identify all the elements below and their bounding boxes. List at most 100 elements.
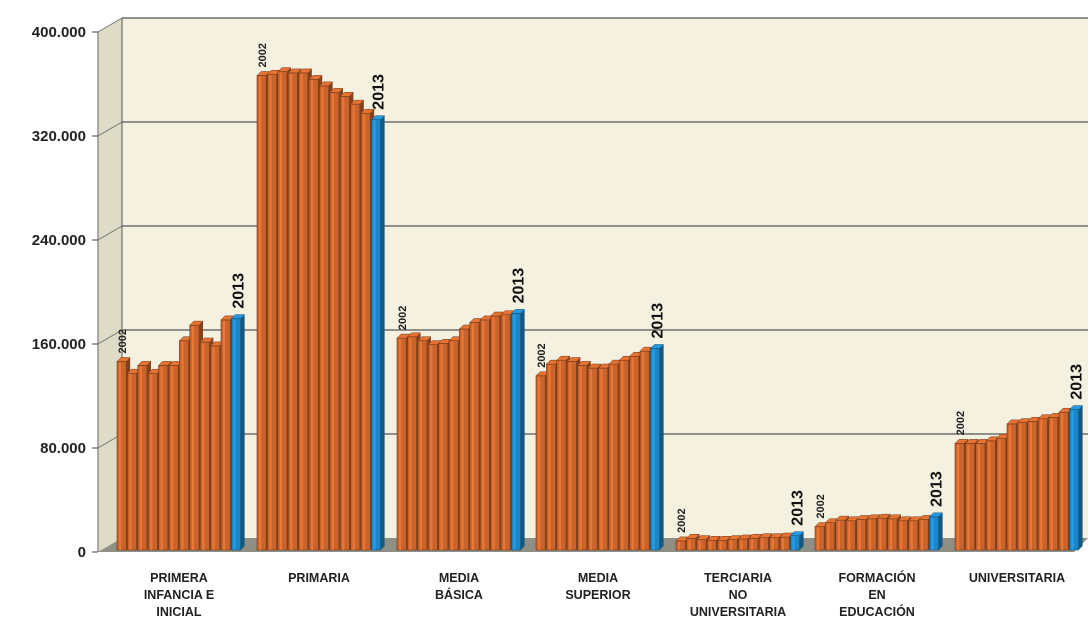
category-label: UNIVERSITARIA [969, 571, 1065, 585]
bar-top [727, 535, 742, 540]
bar [469, 322, 480, 551]
bar [1027, 420, 1038, 551]
bar-highlight [321, 86, 324, 551]
bar [137, 365, 148, 551]
bar [339, 96, 350, 551]
bar-top [566, 357, 582, 362]
bar-top [189, 320, 204, 326]
bar-highlight [761, 538, 764, 550]
bar-side [240, 314, 245, 550]
bar-top [768, 533, 784, 538]
bar [189, 324, 200, 551]
bar [199, 341, 210, 551]
bar-highlight [492, 317, 495, 550]
bar-highlight [352, 105, 355, 550]
bar [965, 443, 975, 551]
bar-highlight [848, 521, 851, 550]
bar [116, 361, 127, 551]
category-label: EN [868, 588, 885, 602]
bar [459, 328, 469, 551]
y-tick-label: 80.000 [40, 440, 86, 457]
bar-top [137, 361, 152, 366]
category-label: PRIMARIA [288, 571, 350, 585]
bar [535, 375, 546, 551]
gridline-side [97, 17, 123, 33]
bar-top [716, 536, 732, 541]
bar-highlight [482, 320, 485, 550]
bar-highlight [709, 541, 712, 550]
bar-highlight [373, 120, 376, 550]
bar [396, 337, 407, 551]
bar [887, 518, 898, 551]
bar [298, 72, 309, 551]
gridline-side [97, 329, 123, 345]
bar-top [556, 355, 571, 361]
bar [696, 539, 707, 551]
bar [769, 537, 780, 551]
bar [479, 319, 490, 551]
bar-highlight [129, 374, 132, 550]
start-year-label: 2002 [676, 508, 688, 532]
bar-highlight [817, 527, 820, 550]
bar-highlight [998, 439, 1001, 550]
bar-highlight [202, 343, 205, 550]
bar-highlight [300, 73, 303, 551]
bar-highlight [1019, 423, 1022, 550]
bar-highlight [719, 541, 722, 550]
category-label: TERCIARIA [704, 571, 772, 585]
bar [277, 71, 288, 551]
bar [629, 355, 640, 551]
bar [845, 520, 856, 551]
bar-highlight [331, 93, 334, 551]
bar [587, 367, 598, 551]
bar [727, 539, 738, 551]
bar-top [1068, 405, 1084, 410]
bar-top [116, 357, 131, 362]
bar [639, 350, 650, 551]
bar [877, 517, 887, 551]
bar-highlight [652, 349, 655, 550]
bar-highlight [678, 541, 681, 550]
bar [975, 443, 986, 551]
bar [1058, 411, 1069, 551]
end-year-label: 2013 [789, 490, 806, 526]
bar [577, 365, 588, 551]
bar [231, 318, 241, 551]
bar-highlight [171, 366, 174, 550]
bar [985, 440, 996, 551]
bar-top [855, 515, 871, 520]
bar [758, 537, 769, 551]
category-label: FORMACIÓN [838, 570, 915, 585]
bar-top [789, 531, 805, 536]
bar [158, 365, 169, 551]
y-tick-label: 320.000 [32, 128, 86, 145]
bar-top [199, 337, 215, 343]
bar-highlight [311, 80, 314, 551]
bar-highlight [621, 361, 624, 550]
bar [908, 520, 919, 551]
bar-top [964, 439, 980, 444]
category-label: BÁSICA [435, 587, 483, 602]
bar [748, 537, 759, 551]
bar-highlight [342, 97, 345, 551]
bar [929, 516, 939, 551]
bar-top [157, 361, 173, 366]
bar-top [329, 88, 344, 93]
bar [438, 342, 449, 551]
bar [448, 340, 459, 551]
bar-highlight [631, 357, 634, 550]
bar-highlight [837, 521, 840, 550]
bar [856, 519, 867, 551]
bar-highlight [419, 341, 422, 550]
bar-highlight [191, 326, 194, 550]
bar-highlight [921, 520, 924, 550]
bar [350, 103, 361, 551]
end-year-label: 2013 [510, 268, 527, 304]
bar [267, 73, 277, 551]
bar-top [954, 439, 969, 444]
bar-top [887, 514, 902, 520]
bar-highlight [409, 337, 412, 550]
bar-highlight [471, 323, 474, 550]
bar-highlight [771, 538, 774, 550]
